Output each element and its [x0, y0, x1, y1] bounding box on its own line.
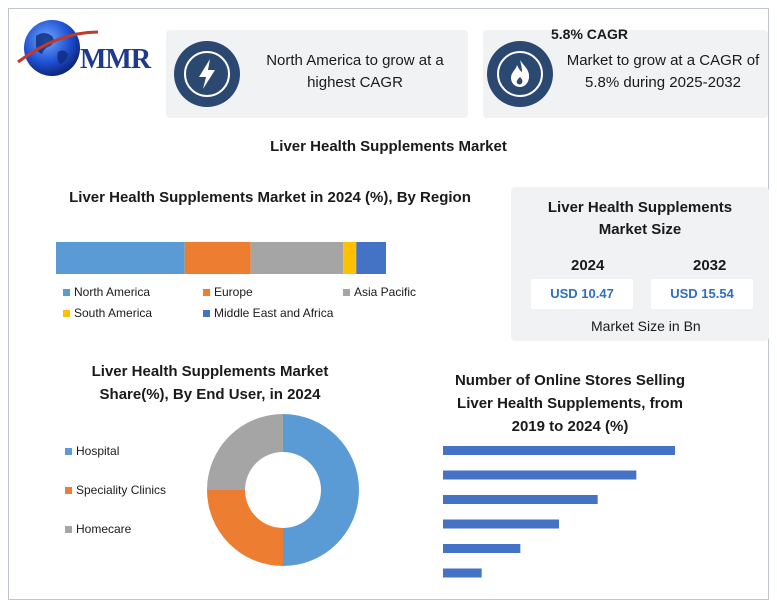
- stores-bar-3: [443, 495, 598, 504]
- donut-slice-homecare: [207, 414, 283, 490]
- legend-swatch: [203, 309, 210, 317]
- region-legend-item-europe: Europe: [203, 285, 253, 299]
- market-size-title-line2: Market Size: [598, 221, 682, 238]
- enduser-legend-item-speciality-clinics: Speciality Clinics: [65, 483, 166, 497]
- globe-logo-icon: [17, 20, 99, 76]
- year-2032-label: 2032: [693, 257, 727, 274]
- value-2032: USD 15.54: [651, 279, 753, 309]
- enduser-chart-title: Liver Health Supplements Market Share(%)…: [91, 363, 329, 403]
- region-bar-segment-south-america: [343, 242, 357, 274]
- region-bar-segment-north-america: [56, 242, 185, 274]
- region-growth-card: North America to grow at a highest CAGR: [166, 30, 468, 118]
- legend-swatch: [65, 486, 72, 494]
- cagr-text: Market to grow at a CAGR of 5.8% during …: [563, 50, 763, 94]
- legend-label: Hospital: [76, 444, 120, 458]
- legend-label: Europe: [214, 285, 253, 299]
- region-legend-item-asia-pacific: Asia Pacific: [343, 285, 416, 299]
- legend-swatch: [343, 288, 350, 296]
- value-2024: USD 10.47: [531, 279, 633, 309]
- mmr-logo: MMR: [14, 18, 164, 80]
- region-growth-line2: highest CAGR: [307, 74, 403, 91]
- flame-icon: [487, 41, 553, 107]
- market-size-title: Liver Health Supplements Market Size: [511, 197, 769, 241]
- region-growth-text: North America to grow at a highest CAGR: [250, 50, 460, 94]
- stores-bar-1: [443, 446, 675, 455]
- stores-bar-5: [443, 544, 521, 553]
- cagr-card: Market to grow at a CAGR of 5.8% during …: [483, 30, 768, 118]
- legend-label: South America: [74, 306, 153, 320]
- legend-swatch: [65, 525, 72, 533]
- legend-label: North America: [74, 285, 151, 299]
- region-legend-item-middle-east-and-africa: Middle East and Africa: [203, 306, 333, 320]
- year-2024-label: 2024: [571, 257, 605, 274]
- region-growth-line1: North America to grow at a: [266, 52, 444, 69]
- legend-swatch: [63, 309, 70, 317]
- enduser-legend-item-hospital: Hospital: [65, 444, 119, 458]
- market-size-note: Market Size in Bn: [591, 318, 701, 334]
- legend-label: Middle East and Africa: [214, 306, 334, 320]
- region-legend-item-north-america: North America: [63, 285, 150, 299]
- logo-text: MMR: [80, 44, 151, 75]
- donut-slice-hospital: [283, 414, 359, 566]
- lightning-icon: [174, 41, 240, 107]
- legend-label: Speciality Clinics: [76, 483, 167, 497]
- legend-swatch: [203, 288, 210, 296]
- legend-label: Asia Pacific: [354, 285, 417, 299]
- stores-bar-6: [443, 568, 482, 578]
- region-bar-segment-middle-east-and-africa: [356, 242, 386, 274]
- region-bar-segment-asia-pacific: [250, 242, 344, 274]
- cagr-heading: 5.8% CAGR: [551, 26, 629, 42]
- market-size-title-line1: Liver Health Supplements: [547, 199, 733, 216]
- region-bar-segment-europe: [184, 242, 251, 274]
- region-legend-item-south-america: South America: [63, 306, 152, 320]
- cagr-line1: Market to grow at a CAGR of: [566, 52, 760, 69]
- legend-swatch: [65, 447, 72, 455]
- legend-label: Homecare: [76, 522, 132, 536]
- legend-swatch: [63, 288, 70, 296]
- stores-bar-2: [443, 470, 637, 480]
- main-title: Liver Health Supplements Market: [270, 138, 507, 155]
- enduser-legend-item-homecare: Homecare: [65, 522, 131, 536]
- donut-slice-speciality-clinics: [207, 490, 283, 566]
- stores-chart-title: Number of Online Stores Selling Liver He…: [454, 372, 686, 435]
- cagr-line2: 5.8% during 2025-2032: [585, 74, 741, 91]
- market-size-panel: Liver Health Supplements Market Size 202…: [511, 187, 769, 341]
- region-chart-title: Liver Health Supplements Market in 2024 …: [69, 189, 471, 206]
- stores-bar-4: [443, 519, 559, 529]
